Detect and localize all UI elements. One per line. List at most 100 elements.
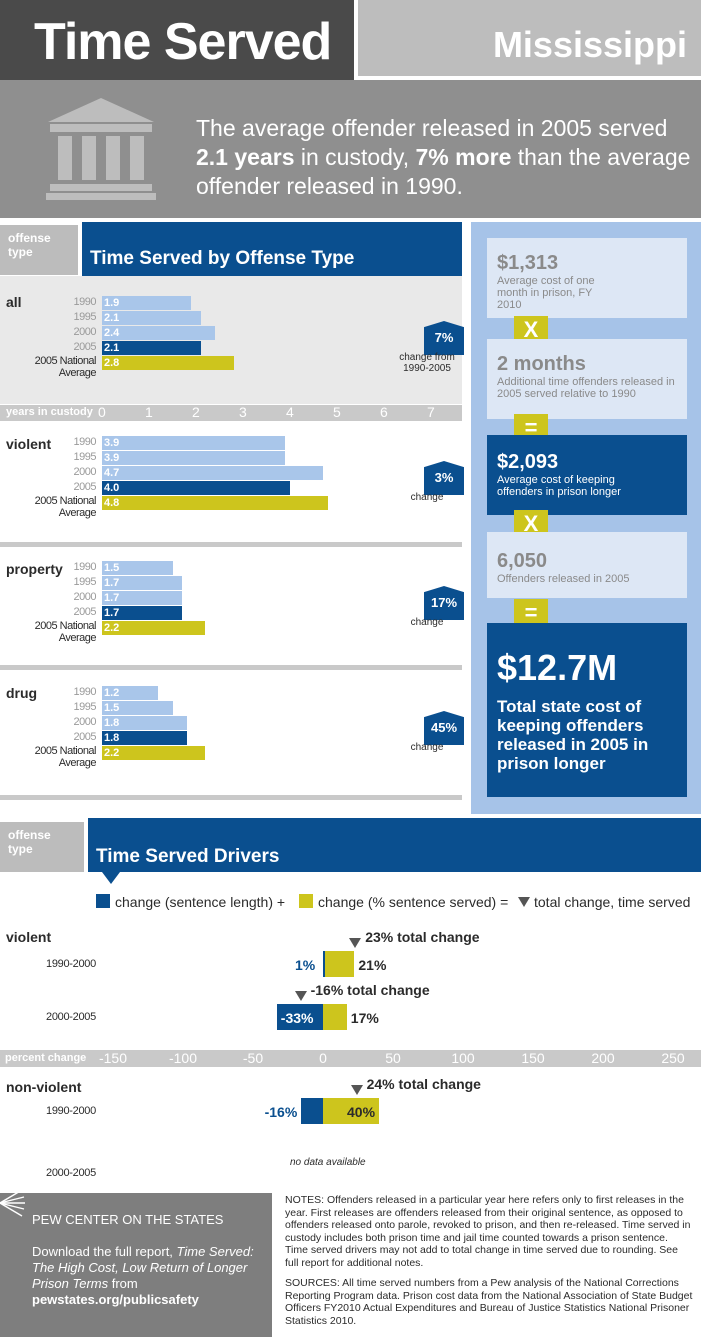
years-axis-band — [0, 405, 462, 421]
pct-served-label: 40% — [347, 1104, 376, 1120]
year-label: 2000 — [73, 591, 97, 603]
monthly-cost-desc: Average cost of one month in prison, FY … — [497, 275, 595, 311]
year-label: 1995 — [73, 451, 97, 463]
year-label: 1995 — [73, 701, 97, 713]
year-label: 1990 — [73, 296, 97, 308]
drivers-type-label: offense type — [0, 822, 84, 872]
legend-total-change: total change, time served — [534, 894, 691, 910]
national-label-line: Average — [58, 367, 97, 379]
national-label-line: Average — [58, 507, 97, 519]
total-cost-desc: Total state cost of keeping offenders re… — [497, 697, 649, 773]
released-value: 6,050 — [497, 550, 548, 572]
months-desc: Additional time offenders released in 20… — [497, 376, 675, 400]
bar: 3.9 — [102, 436, 286, 450]
bar: 1.7 — [102, 606, 182, 620]
year-label: 2000 — [73, 466, 97, 478]
pct-served-label: 17% — [350, 1010, 379, 1026]
period-label: 2000-2005 — [46, 1167, 96, 1179]
axis-tick: -50 — [242, 1050, 264, 1066]
axis-tick: 100 — [451, 1050, 475, 1066]
axis-tick: 50 — [385, 1050, 401, 1066]
all-group-background — [0, 276, 462, 404]
national-label-line: 2005 National — [34, 495, 97, 507]
offense-group-label: drug — [6, 685, 38, 701]
total-change-label: -16% total change — [310, 982, 430, 998]
months-box: 2 months Additional time offenders relea… — [487, 339, 687, 419]
state-name: Mississippi — [492, 24, 687, 65]
change-caption: change — [410, 492, 444, 503]
offense-group-label: violent — [6, 436, 52, 452]
change-badge: 45% — [424, 711, 464, 745]
divider — [0, 542, 462, 547]
axis-tick: 0 — [98, 404, 106, 420]
axis-tick: 0 — [319, 1050, 327, 1066]
legend-pct-served: change (% sentence served) = — [318, 894, 509, 910]
pct-served-bar — [325, 951, 355, 977]
offense-chart-title: Time Served by Offense Type — [82, 222, 462, 276]
per-offender-desc: Average cost of keeping offenders in pri… — [497, 474, 621, 498]
released-box: 6,050 Offenders released in 2005 — [487, 532, 687, 598]
national-label-line: Average — [58, 757, 97, 769]
page-title: Time Served — [34, 13, 332, 71]
national-label-line: Average — [58, 632, 97, 644]
period-label: 2000-2005 — [46, 1011, 96, 1023]
bar: 2.4 — [102, 326, 215, 340]
change-badge: 17% — [424, 586, 464, 620]
national-average-label: 2005 National Average — [0, 620, 97, 644]
change-caption: change from 1990-2005 — [399, 352, 455, 374]
bar: 3.9 — [102, 451, 286, 465]
axis-tick: 3 — [239, 404, 247, 420]
per-offender-box: $2,093 Average cost of keeping offenders… — [487, 435, 687, 515]
pct-served-label: 21% — [358, 957, 387, 973]
total-change-marker-icon — [349, 938, 362, 948]
drivers-group-label: violent — [6, 929, 52, 945]
national-label-line: 2005 National — [34, 745, 97, 757]
year-label: 1990 — [73, 561, 97, 573]
footer-sources: SOURCES: All time served numbers from a … — [285, 1277, 693, 1327]
axis-tick: 5 — [333, 404, 341, 420]
bar: 4.8 — [102, 496, 328, 510]
sunburst-logo — [0, 1189, 25, 1217]
change-badge: 3% — [424, 461, 464, 495]
total-change-marker-icon — [294, 991, 307, 1001]
bar: 1.5 — [102, 561, 173, 575]
equals-icon: = — [514, 599, 548, 627]
percent-axis-label: percent change — [5, 1052, 87, 1064]
header-title-band — [0, 0, 354, 80]
bar: 2.2 — [102, 746, 206, 760]
national-label-line: 2005 National — [34, 355, 97, 367]
months-value: 2 months — [497, 353, 586, 375]
bar: 1.5 — [102, 701, 173, 715]
axis-tick: 150 — [521, 1050, 545, 1066]
bar: 4.0 — [102, 481, 290, 495]
bar: 1.2 — [102, 686, 159, 700]
axis-tick: -150 — [98, 1050, 128, 1066]
bar: 1.7 — [102, 591, 182, 605]
percent-axis-band — [0, 1050, 701, 1067]
bar: 2.8 — [102, 356, 234, 370]
footer-url[interactable]: pewstates.org/publicsafety — [32, 1292, 199, 1307]
drivers-group-label: non-violent — [6, 1079, 82, 1095]
sentence-length-label: 1% — [295, 957, 316, 973]
period-label: 1990-2000 — [46, 1105, 96, 1117]
change-badge: 7% — [424, 321, 464, 355]
axis-tick: 1 — [145, 404, 153, 420]
sentence-length-bar — [300, 1098, 323, 1124]
change-caption: change — [410, 617, 444, 628]
axis-tick: 2 — [192, 404, 200, 420]
year-label: 2005 — [73, 341, 97, 353]
year-label: 2000 — [73, 716, 97, 728]
divider — [0, 795, 462, 800]
bar: 2.1 — [102, 311, 201, 325]
years-axis-label: years in custody — [6, 406, 93, 418]
change-caption: change — [410, 742, 444, 753]
national-average-label: 2005 National Average — [0, 745, 97, 769]
offense-type-label: offense type — [0, 225, 78, 275]
per-offender-value: $2,093 — [497, 451, 559, 473]
year-label: 1995 — [73, 576, 97, 588]
year-label: 2000 — [73, 326, 97, 338]
offense-group-label: all — [6, 294, 22, 310]
year-label: 2005 — [73, 731, 97, 743]
national-average-label: 2005 National Average — [0, 355, 97, 379]
